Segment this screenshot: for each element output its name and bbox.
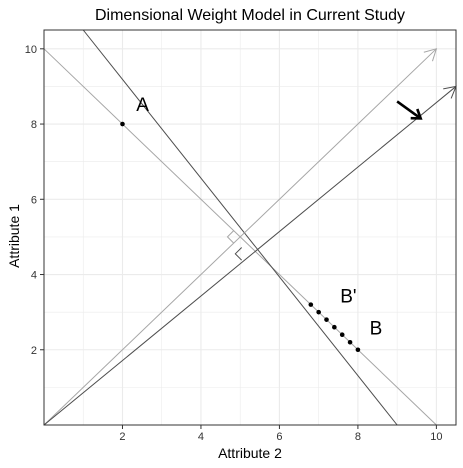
- y-axis-label: Attribute 1: [6, 204, 22, 268]
- grid: [44, 30, 456, 425]
- y-tick-label: 4: [31, 270, 37, 282]
- y-tick-label: 10: [25, 44, 37, 56]
- direction-arrow-head: [410, 108, 423, 120]
- line-4: [43, 86, 457, 426]
- right-angle-markers: [226, 230, 243, 261]
- axis-ticks: 2 4 6 8 10 2 4 6 8 10: [25, 44, 443, 443]
- x-tick-label: 6: [276, 431, 282, 443]
- x-tick-label: 4: [198, 431, 204, 443]
- data-point-2: [308, 302, 314, 307]
- chart-title: Dimensional Weight Model in Current Stud…: [95, 7, 405, 24]
- data-point-5: [332, 324, 337, 330]
- y-tick-label: 6: [31, 194, 37, 206]
- data-point-8: [355, 347, 361, 353]
- x-axis-label: Attribute 2: [218, 445, 282, 461]
- right-angle-marker-1: [226, 230, 235, 244]
- direction-arrow-shaft: [396, 100, 422, 120]
- arrowhead-3: [423, 48, 438, 62]
- x-tick-label: 10: [430, 431, 442, 443]
- line-3: [43, 48, 437, 426]
- data-point-3: [316, 309, 321, 315]
- data-point-7: [347, 339, 353, 345]
- data-point-1: [120, 121, 125, 127]
- y-tick-label: 2: [31, 345, 37, 357]
- right-angle-marker-2: [234, 247, 243, 261]
- annotations: A B' B: [136, 95, 423, 340]
- chart-lines: [43, 29, 457, 426]
- data-points: [120, 121, 361, 353]
- data-point-4: [324, 317, 329, 322]
- data-point-6: [339, 332, 345, 338]
- x-tick-label: 2: [119, 431, 125, 443]
- y-tick-label: 8: [31, 119, 37, 131]
- annotation-3: B: [370, 319, 383, 340]
- annotation-2: B': [340, 287, 356, 308]
- x-tick-label: 8: [355, 431, 361, 443]
- panel-border: [43, 29, 457, 426]
- line-2: [82, 29, 398, 426]
- annotation-1: A: [136, 95, 149, 116]
